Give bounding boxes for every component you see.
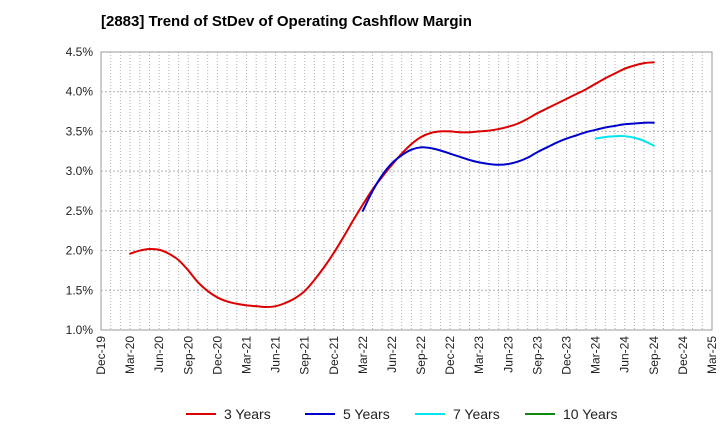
legend-label-7-years: 7 Years xyxy=(453,406,500,422)
x-tick-label: Mar-23 xyxy=(472,336,486,374)
x-tick-label: Jun-21 xyxy=(269,336,283,373)
x-tick-label: Dec-23 xyxy=(560,336,574,375)
x-tick-label: Mar-24 xyxy=(589,336,603,374)
plot-area xyxy=(100,51,713,331)
y-tick-label: 2.5% xyxy=(66,204,94,218)
horizontal-gridlines xyxy=(101,91,712,291)
x-tick-label: Dec-20 xyxy=(210,336,224,375)
x-tick-label: Jun-20 xyxy=(152,336,166,373)
legend-label-5-years: 5 Years xyxy=(343,406,390,422)
x-tick-label: Dec-22 xyxy=(443,336,457,375)
series-lines xyxy=(129,61,655,308)
y-tick-label: 1.0% xyxy=(66,323,94,337)
x-tick-label: Sep-24 xyxy=(647,336,661,375)
y-tick-label: 4.0% xyxy=(66,85,94,99)
legend-label-10-years: 10 Years xyxy=(563,406,618,422)
x-tick-label: Jun-22 xyxy=(385,336,399,373)
x-tick-label: Dec-24 xyxy=(676,336,690,375)
vertical-gridlines xyxy=(110,52,703,330)
y-tick-label: 2.0% xyxy=(66,244,94,258)
y-tick-label: 1.5% xyxy=(66,283,94,297)
x-tick-label: Mar-22 xyxy=(356,336,370,374)
x-tick-label: Jun-23 xyxy=(501,336,515,373)
x-tick-label: Mar-25 xyxy=(705,336,719,374)
x-tick-label: Sep-20 xyxy=(181,336,195,375)
x-tick-label: Dec-19 xyxy=(94,336,108,375)
series-line-7-years xyxy=(594,135,655,147)
x-tick-label: Sep-23 xyxy=(530,336,544,375)
series-line-3-years xyxy=(129,61,655,308)
x-tick-label: Mar-21 xyxy=(239,336,253,374)
y-axis-tick-labels: 1.0% 1.5% 2.0% 2.5% 3.0% 3.5% 4.0% 4.5% xyxy=(66,45,94,337)
legend-label-3-years: 3 Years xyxy=(224,406,271,422)
y-tick-label: 3.0% xyxy=(66,164,94,178)
series-line-5-years xyxy=(361,121,655,212)
x-tick-label: Sep-21 xyxy=(298,336,312,375)
y-tick-label: 3.5% xyxy=(66,124,94,138)
x-tick-label: Dec-21 xyxy=(327,336,341,375)
chart-title: [2883] Trend of StDev of Operating Cashf… xyxy=(101,13,472,30)
legend: 3 Years 5 Years 7 Years 10 Years xyxy=(186,406,618,422)
x-tick-label: Mar-20 xyxy=(123,336,137,374)
y-tick-label: 4.5% xyxy=(66,45,94,59)
x-axis-tick-labels: Dec-19 Mar-20 Jun-20 Sep-20 Dec-20 Mar-21 Jun-… xyxy=(94,336,719,375)
x-tick-label: Jun-24 xyxy=(618,336,632,373)
x-tick-label: Sep-22 xyxy=(414,336,428,375)
